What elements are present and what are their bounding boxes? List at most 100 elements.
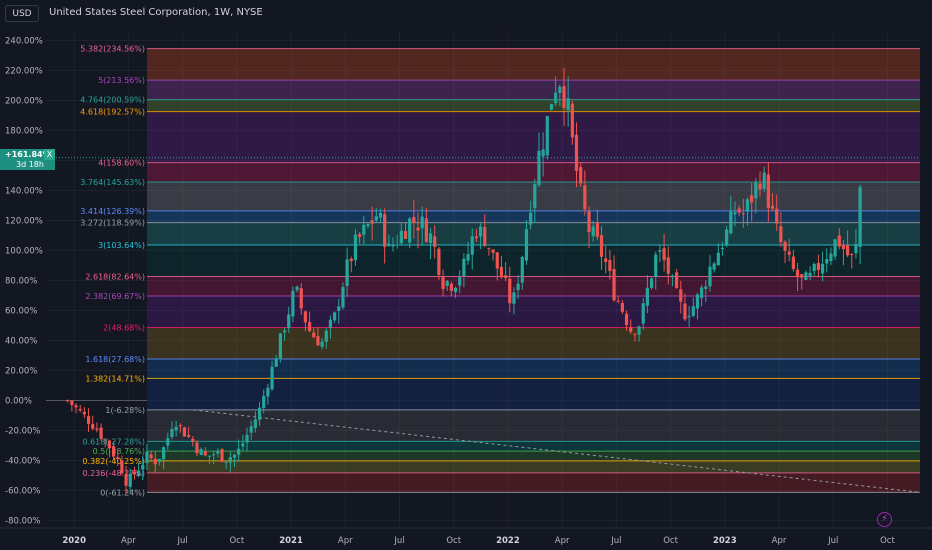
close-badge-button[interactable]: X [44, 149, 55, 160]
candle-body [800, 274, 804, 278]
candle-body [795, 269, 800, 278]
candle-body [428, 233, 433, 243]
candle-body [291, 290, 295, 317]
candle-body [262, 396, 266, 408]
candle-body [599, 235, 604, 257]
candle-body [362, 224, 366, 235]
candle-body [312, 332, 316, 338]
fib-band [147, 210, 920, 223]
fib-band [147, 460, 920, 473]
candle-body [754, 181, 758, 199]
candle-body [157, 458, 162, 462]
x-axis-tick-label: Oct [663, 536, 678, 546]
fib-level-label: 0(-61.24%) [100, 488, 145, 497]
y-axis-tick-label: -20.00% [5, 427, 40, 437]
candle-body [124, 473, 128, 486]
candle-body [624, 313, 629, 326]
fib-band [147, 162, 920, 183]
candle-body [649, 278, 654, 288]
candle-body [729, 210, 733, 234]
trend-line [193, 409, 921, 493]
candle-body [416, 227, 420, 231]
currency-button[interactable]: USD [5, 5, 39, 22]
candle-body [403, 231, 408, 239]
y-axis-tick-label: 0.00% [5, 397, 32, 407]
candle-body [762, 172, 766, 189]
fib-level-label: 5(213.56%) [98, 76, 145, 85]
candle-body [82, 411, 86, 415]
candle-body [679, 289, 683, 302]
candle-body [111, 446, 116, 457]
candle-body [570, 103, 574, 138]
candle-body [216, 451, 220, 454]
x-axis-tick-label: Apr [338, 536, 353, 546]
candle-body [345, 259, 349, 287]
candle-body [487, 247, 491, 249]
fib-band [147, 245, 920, 277]
candle-body [153, 458, 157, 465]
lightning-icon[interactable]: ⚡ [877, 512, 892, 527]
candle-body [541, 149, 545, 157]
candle-body [654, 254, 658, 278]
candle-body [91, 424, 95, 429]
candle-body [199, 449, 203, 456]
candle-body [533, 184, 537, 209]
candle-body [845, 245, 850, 256]
candle-body [170, 429, 174, 437]
candle-body [420, 216, 424, 229]
candle-body [378, 212, 383, 218]
candle-body [178, 425, 182, 427]
candle-body [766, 174, 770, 208]
y-axis-tick-label: 20.00% [5, 367, 37, 377]
fib-level-label: 3.272(118.59%) [80, 219, 145, 228]
chart-title: United States Steel Corporation, 1W, NYS… [49, 7, 263, 18]
candle-body [462, 258, 466, 276]
candle-body [704, 286, 708, 289]
x-axis-tick-label: Jul [827, 536, 838, 546]
candle-body [374, 216, 378, 221]
y-axis-tick-label: -60.00% [5, 487, 40, 497]
candle-body [86, 416, 91, 424]
candle-body [412, 217, 416, 224]
fib-level-label: 0.5(-33.76%) [93, 447, 145, 456]
candle-body [574, 134, 579, 171]
candle-body [466, 254, 470, 261]
x-axis-tick-label: Oct [880, 536, 895, 546]
candle-body [224, 461, 228, 463]
fib-level-label: 1.618(27.68%) [85, 355, 145, 364]
fib-band [147, 48, 920, 81]
candle-body [470, 236, 474, 255]
candle-body [712, 263, 716, 270]
candle-body [358, 234, 362, 237]
candle-body [537, 150, 541, 186]
fib-band [147, 378, 920, 410]
candle-body [307, 322, 312, 332]
candle-body [278, 333, 282, 359]
x-axis-tick-label: Apr [121, 536, 136, 546]
y-axis-tick-label: 180.00% [5, 127, 43, 137]
fib-band [147, 451, 920, 461]
candle-body [253, 419, 257, 428]
x-axis-tick-label: Apr [772, 536, 787, 546]
candle-body [182, 427, 187, 437]
candle-body [441, 276, 445, 290]
x-axis-tick-label: 2020 [62, 536, 86, 546]
fib-level-label: 1(-6.28%) [105, 406, 145, 415]
candle-body [566, 98, 570, 111]
candle-body [837, 235, 841, 247]
candle-body [816, 263, 821, 270]
candle-body [74, 405, 78, 408]
candle-body [383, 214, 387, 247]
candle-body [616, 300, 620, 302]
candle-body [103, 439, 107, 441]
candle-body [203, 451, 207, 456]
candle-body [353, 234, 358, 261]
candle-body [733, 212, 737, 215]
candle-body [387, 243, 391, 246]
candle-body [741, 213, 745, 215]
candle-body [299, 288, 303, 309]
candle-body [449, 283, 453, 291]
candle-body [128, 473, 132, 487]
candle-body [245, 434, 249, 443]
